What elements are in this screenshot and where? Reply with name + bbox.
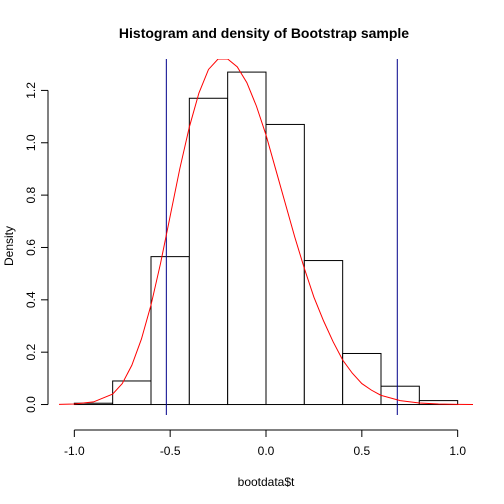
histogram-bar-7 — [303, 260, 344, 406]
y-tick-label: 1.0 — [24, 134, 38, 151]
histogram-bar-2 — [112, 380, 152, 406]
x-axis-label: bootdata$t — [238, 475, 295, 489]
y-tick-label: 0.8 — [24, 186, 38, 203]
density-curve — [59, 59, 473, 406]
y-axis-label: Density — [2, 226, 16, 266]
x-tick-label: 0.0 — [258, 444, 275, 458]
x-tick-label: -0.5 — [160, 444, 181, 458]
y-tick-label: 1.2 — [24, 82, 38, 99]
chart-title: Histogram and density of Bootstrap sampl… — [119, 25, 409, 41]
y-tick-label: 0.6 — [24, 239, 38, 256]
y-axis: 0.0 0.2 0.4 0.6 0.8 1.0 1.2 — [24, 82, 49, 413]
density-curve-group — [59, 59, 473, 406]
y-tick-label: 0.4 — [24, 291, 38, 308]
histogram-bar-5 — [227, 71, 267, 406]
y-tick-label: 0.0 — [24, 396, 38, 413]
x-tick-label: 1.0 — [449, 444, 466, 458]
x-tick-label: 0.5 — [353, 444, 370, 458]
y-tick-label: 0.2 — [24, 344, 38, 361]
histogram-bar-8 — [342, 352, 382, 406]
histogram-bar-6 — [265, 123, 305, 406]
x-tick-label: -1.0 — [64, 444, 85, 458]
x-axis: -1.0 -0.5 0.0 0.5 1.0 — [64, 429, 466, 458]
histogram-bars — [73, 71, 459, 406]
histogram-bar-4 — [188, 97, 229, 406]
